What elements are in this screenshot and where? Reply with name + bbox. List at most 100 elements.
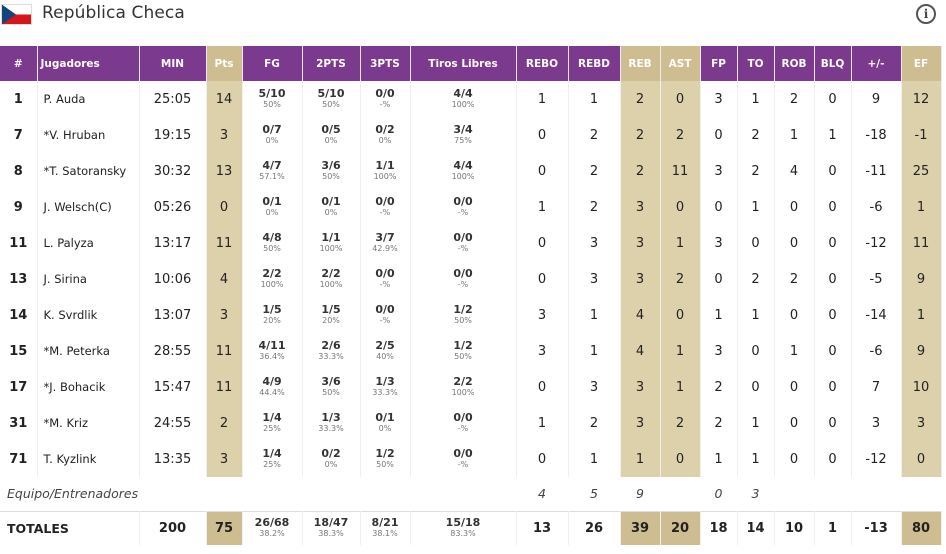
col-header-ef[interactable]: EF — [901, 46, 942, 81]
player-rebo: 0 — [516, 225, 569, 261]
col-header-plus-minus[interactable]: +/- — [851, 46, 902, 81]
player-name[interactable]: *V. Hruban — [37, 117, 140, 153]
col-header-rebd[interactable]: REBD — [568, 46, 621, 81]
player-2pts: 0/1 0% — [302, 189, 361, 225]
player-rob: 0 — [774, 225, 815, 261]
player-row: 9 J. Welsch(C) 05:26 0 0/1 0% 0/1 0% 0/0 -% 0/0 -% 1… — [0, 189, 942, 225]
totals-rebo: 13 — [516, 510, 569, 545]
col-header-fg[interactable]: FG — [242, 46, 303, 81]
player-rebd: 3 — [568, 225, 621, 261]
player-rebo: 0 — [516, 261, 569, 297]
player-rebd: 3 — [568, 369, 621, 405]
totals-pts: 75 — [206, 510, 243, 545]
player-ft: 4/4 100% — [410, 81, 517, 117]
player-pts: 2 — [206, 405, 243, 441]
player-plus-minus: -11 — [851, 153, 902, 189]
player-plus-minus: -6 — [851, 189, 902, 225]
player-plus-minus: 3 — [851, 405, 902, 441]
player-rob: 0 — [774, 405, 815, 441]
player-fg: 4/7 57.1% — [242, 153, 303, 189]
player-rob: 0 — [774, 189, 815, 225]
player-min: 30:32 — [139, 153, 207, 189]
player-2pts: 1/1 100% — [302, 225, 361, 261]
team-rob — [774, 477, 814, 511]
player-rebd: 1 — [568, 441, 621, 477]
player-rebo: 0 — [516, 117, 569, 153]
totals-row: TOTALES 200 75 26/68 38.2% 18/47 38.3% 8/2… — [0, 510, 942, 545]
player-fg: 1/4 25% — [242, 441, 303, 477]
player-plus-minus: -12 — [851, 441, 902, 477]
col-header-num[interactable]: # — [0, 46, 38, 81]
player-name[interactable]: J. Sirina — [37, 261, 140, 297]
player-2pts: 2/6 33.3% — [302, 333, 361, 369]
col-header-rob[interactable]: ROB — [774, 46, 815, 81]
player-to: 1 — [737, 297, 775, 333]
player-min: 24:55 — [139, 405, 207, 441]
player-name[interactable]: *M. Peterka — [37, 333, 140, 369]
player-number: 14 — [0, 297, 38, 333]
player-row: 11 L. Palyza 13:17 11 4/8 50% 1/1 100% 3/7 42.9% 0… — [0, 225, 942, 261]
player-name[interactable]: L. Palyza — [37, 225, 140, 261]
player-name[interactable]: K. Svrdlik — [37, 297, 140, 333]
player-ft: 1/2 50% — [410, 297, 517, 333]
team-ef — [901, 477, 941, 511]
col-header-2pts[interactable]: 2PTS — [302, 46, 361, 81]
player-plus-minus: -5 — [851, 261, 902, 297]
player-blq: 0 — [814, 225, 852, 261]
col-header-blq[interactable]: BLQ — [814, 46, 852, 81]
totals-to: 14 — [737, 510, 775, 545]
col-header-reb[interactable]: REB — [620, 46, 661, 81]
player-row: 17 *J. Bohacik 15:47 11 4/9 44.4% 3/6 50% 1/3 33.… — [0, 369, 942, 405]
player-name[interactable]: *M. Kriz — [37, 405, 140, 441]
totals-reb: 39 — [620, 510, 661, 545]
player-fp: 3 — [700, 81, 738, 117]
player-fg: 0/7 0% — [242, 117, 303, 153]
player-min: 15:47 — [139, 369, 207, 405]
player-reb: 4 — [620, 297, 661, 333]
col-header-ft[interactable]: Tiros Libres — [410, 46, 517, 81]
player-name[interactable]: *T. Satoransky — [37, 153, 140, 189]
player-plus-minus: 7 — [851, 369, 902, 405]
player-3pts: 0/0 -% — [360, 297, 411, 333]
player-blq: 0 — [814, 405, 852, 441]
col-header-pts[interactable]: Pts — [206, 46, 243, 81]
player-to: 1 — [737, 189, 775, 225]
col-header-3pts[interactable]: 3PTS — [360, 46, 411, 81]
col-header-player[interactable]: Jugadores — [37, 46, 140, 81]
player-name[interactable]: T. Kyzlink — [37, 441, 140, 477]
col-header-fp[interactable]: FP — [700, 46, 738, 81]
player-reb: 3 — [620, 261, 661, 297]
player-reb: 2 — [620, 117, 661, 153]
totals-label: TOTALES — [0, 510, 140, 545]
info-icon[interactable]: i — [916, 4, 936, 24]
player-ef: 10 — [901, 369, 942, 405]
player-blq: 0 — [814, 441, 852, 477]
player-name[interactable]: P. Auda — [37, 81, 140, 117]
player-rob: 1 — [774, 117, 815, 153]
player-3pts: 0/0 -% — [360, 261, 411, 297]
player-row: 15 *M. Peterka 28:55 11 4/11 36.4% 2/6 33.3% 2/5… — [0, 333, 942, 369]
player-ef: 9 — [901, 261, 942, 297]
player-fp: 2 — [700, 405, 738, 441]
col-header-ast[interactable]: AST — [660, 46, 701, 81]
totals-rob: 10 — [774, 510, 815, 545]
player-plus-minus: -12 — [851, 225, 902, 261]
player-name[interactable]: J. Welsch(C) — [37, 189, 140, 225]
player-rebd: 1 — [568, 81, 621, 117]
player-to: 2 — [737, 117, 775, 153]
col-header-to[interactable]: TO — [737, 46, 775, 81]
player-3pts: 0/0 -% — [360, 81, 411, 117]
player-fg: 4/8 50% — [242, 225, 303, 261]
player-name[interactable]: *J. Bohacik — [37, 369, 140, 405]
col-header-rebo[interactable]: REBO — [516, 46, 569, 81]
player-fp: 3 — [700, 225, 738, 261]
totals-ef: 80 — [901, 510, 942, 545]
player-reb: 2 — [620, 153, 661, 189]
player-ast: 1 — [660, 225, 701, 261]
header-row: # Jugadores MIN Pts FG 2PTS 3PTS Tiros L… — [0, 46, 942, 81]
player-rebd: 3 — [568, 261, 621, 297]
player-reb: 2 — [620, 81, 661, 117]
col-header-min[interactable]: MIN — [139, 46, 207, 81]
player-rebo: 1 — [516, 405, 569, 441]
player-pts: 14 — [206, 81, 243, 117]
